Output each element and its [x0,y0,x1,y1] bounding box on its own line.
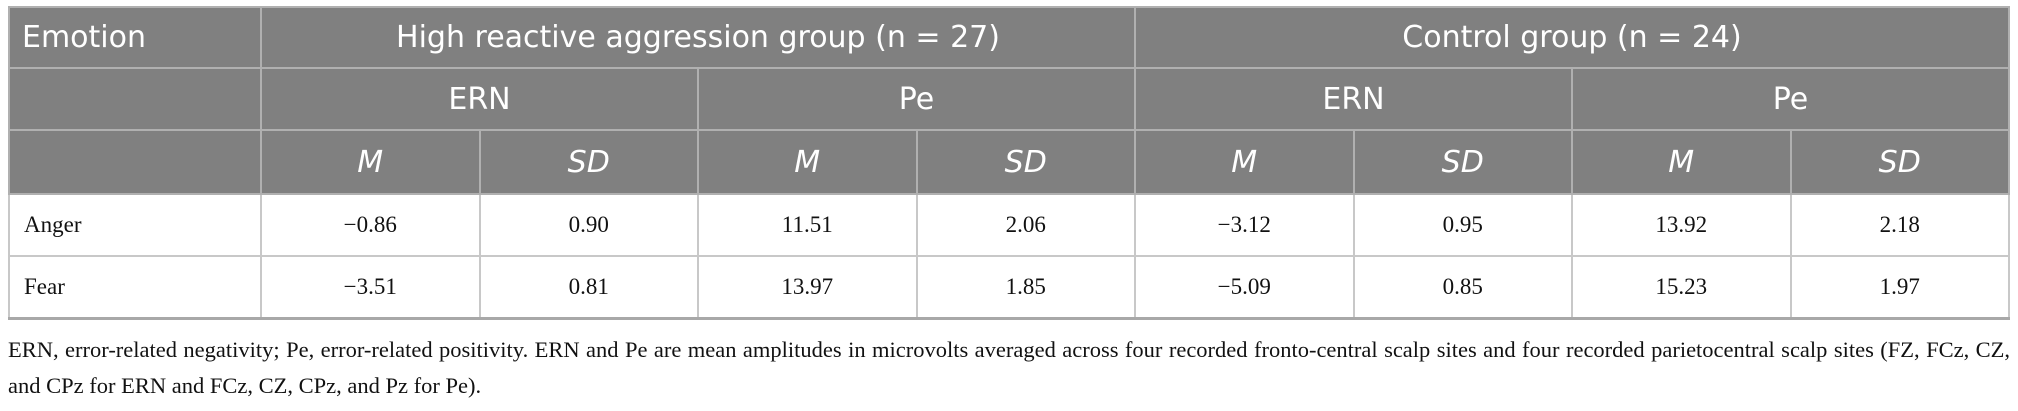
header-cell: Emotion [8,6,262,69]
header-cell: M [260,129,481,195]
table-cell: 2.06 [915,193,1136,257]
table-row: Anger −0.86 0.90 11.51 2.06 −3.12 0.95 13.92 2.1… [8,193,2010,257]
table-body: Anger −0.86 0.90 11.51 2.06 −3.12 0.95 13.92 2.1… [8,193,2010,320]
header-cell: Control group (n = 24) [1134,6,2010,69]
header-cell: M [1134,129,1355,195]
header-cell: High reactive aggression group (n = 27) [260,6,1136,69]
table-cell: −3.51 [260,255,481,320]
header-cell [8,67,262,131]
table-cell: Anger [8,193,262,257]
header-cell: Pe [1571,67,2010,131]
table-cell: −0.86 [260,193,481,257]
header-cell [8,129,262,195]
table-cell: 13.92 [1571,193,1792,257]
table-cell: 0.85 [1352,255,1573,320]
header-row: ERN Pe ERN Pe [8,67,2010,131]
header-cell: SD [915,129,1136,195]
table-cell: 2.18 [1789,193,2010,257]
table-cell: 0.81 [478,255,699,320]
table-cell: 0.95 [1352,193,1573,257]
header-row: M SD M SD M SD M SD [8,129,2010,195]
table-cell: −5.09 [1134,255,1355,320]
footnote: ERN, error-related negativity; Pe, error… [8,337,2010,398]
header-cell: SD [1789,129,2010,195]
table-cell: 1.97 [1789,255,2010,320]
header-cell: SD [1352,129,1573,195]
data-table: Emotion High reactive aggression group (… [8,6,2010,320]
header-cell: M [1571,129,1792,195]
header-cell: M [697,129,918,195]
table-cell: Fear [8,255,262,320]
table-cell: 1.85 [915,255,1136,320]
table-row: Fear −3.51 0.81 13.97 1.85 −5.09 0.85 15.23 1.97 [8,255,2010,320]
table-cell: 11.51 [697,193,918,257]
table-cell: 13.97 [697,255,918,320]
table-cell: 15.23 [1571,255,1792,320]
header-row: Emotion High reactive aggression group (… [8,6,2010,69]
table-cell: −3.12 [1134,193,1355,257]
table-cell: 0.90 [478,193,699,257]
header-cell: Pe [697,67,1136,131]
header-cell: ERN [260,67,699,131]
header-cell: SD [478,129,699,195]
header-cell: ERN [1134,67,1573,131]
